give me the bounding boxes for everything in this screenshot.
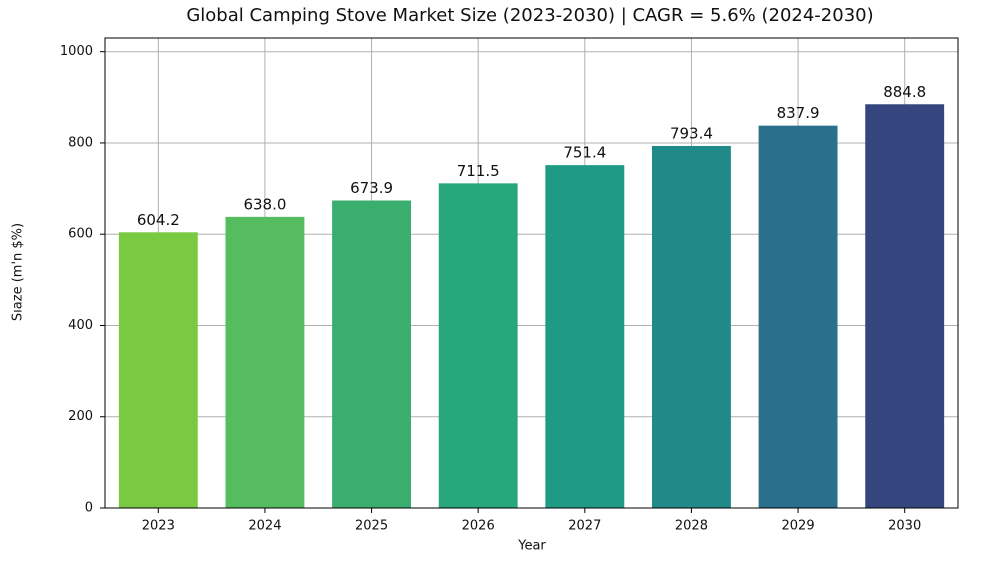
value-label: 604.2 — [137, 211, 180, 229]
x-tick-label: 2030 — [888, 519, 921, 534]
bar — [332, 200, 412, 508]
value-label: 884.8 — [883, 83, 926, 101]
value-label: 751.4 — [563, 144, 606, 162]
bar — [758, 125, 838, 508]
y-tick-label: 400 — [68, 318, 93, 333]
y-tick-label: 0 — [85, 501, 93, 516]
value-label: 837.9 — [777, 104, 820, 122]
value-label: 673.9 — [350, 179, 393, 197]
y-tick-label: 1000 — [60, 44, 93, 59]
y-tick-label: 600 — [68, 227, 93, 242]
y-axis-label: Sıaze (m'n $%) — [11, 223, 26, 321]
bar — [865, 104, 945, 508]
value-label: 638.0 — [243, 195, 286, 213]
bar — [651, 145, 731, 508]
x-tick-label: 2026 — [462, 519, 495, 534]
y-tick-label: 800 — [68, 135, 93, 150]
bar — [118, 232, 198, 508]
x-tick-label: 2025 — [355, 519, 388, 534]
value-label: 711.5 — [457, 162, 500, 180]
x-tick-label: 2023 — [142, 519, 175, 534]
plot-frame — [104, 37, 959, 509]
bar — [225, 216, 305, 508]
x-tick-label: 2029 — [782, 519, 815, 534]
chart-title: Global Camping Stove Market Size (2023-2… — [186, 5, 873, 26]
x-axis-label: Year — [517, 539, 546, 554]
x-tick-label: 2024 — [248, 519, 281, 534]
bar — [438, 183, 518, 508]
y-tick-label: 200 — [68, 409, 93, 424]
value-label: 793.4 — [670, 124, 713, 142]
bar — [545, 165, 625, 508]
x-tick-label: 2027 — [568, 519, 601, 534]
x-tick-label: 2028 — [675, 519, 708, 534]
